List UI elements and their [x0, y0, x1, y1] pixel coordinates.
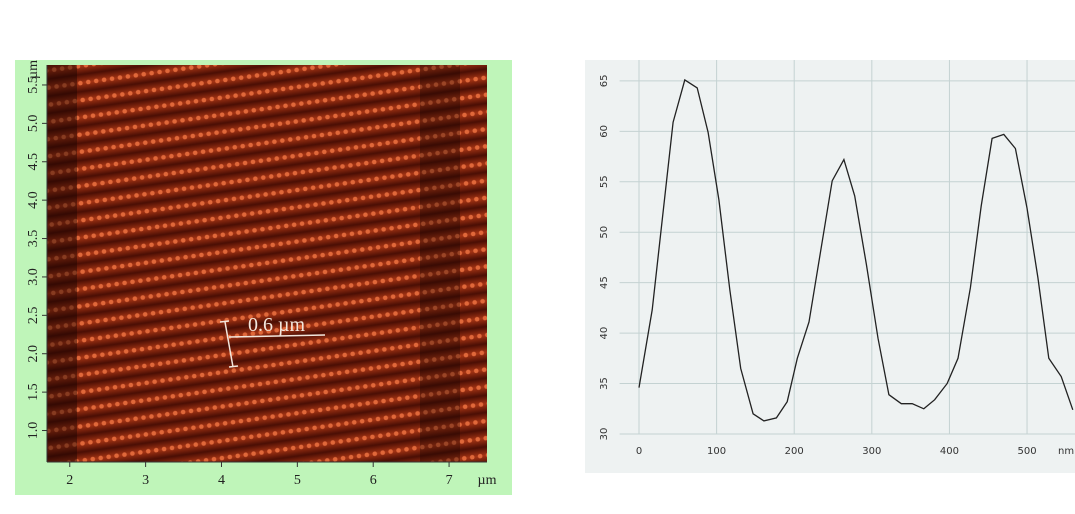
scale-bar — [219, 320, 326, 368]
x-axis-label: nm — [1058, 446, 1074, 457]
x-tick-label: 100 — [707, 446, 726, 457]
y-tick-label: 65 — [599, 75, 610, 88]
y-tick-label: 4.5 — [26, 153, 41, 171]
x-tick-label: 3 — [142, 473, 149, 488]
x-tick-label: 200 — [785, 446, 804, 457]
y-tick-label: 1.0 — [26, 422, 41, 440]
y-tick-label: 1.5 — [26, 383, 41, 401]
x-tick-label: 7 — [446, 473, 453, 488]
x-axis-label: µm — [478, 473, 497, 488]
x-tick-label: 500 — [1017, 446, 1036, 457]
y-tick-label: 35 — [599, 377, 610, 390]
profile-line — [638, 78, 1074, 422]
y-tick-label: 5.0 — [26, 115, 41, 133]
y-tick-label: 40 — [599, 327, 610, 340]
y-tick-label: 5.5 — [26, 76, 41, 94]
x-tick-label: 400 — [940, 446, 959, 457]
x-tick-label: 2 — [66, 473, 73, 488]
y-tick-label: 4.0 — [26, 191, 41, 209]
plot — [619, 60, 1075, 435]
image-shade — [420, 65, 460, 462]
y-axis-label: µm — [26, 60, 41, 79]
x-tick-label: 4 — [218, 473, 225, 488]
image-shade — [47, 65, 77, 462]
y-tick-label: 55 — [599, 175, 610, 188]
y-tick-label: 45 — [599, 276, 610, 289]
y-tick-label: 3.0 — [26, 268, 41, 286]
x-tick-label: 6 — [370, 473, 377, 488]
x-tick-label: 300 — [862, 446, 881, 457]
plot-background — [585, 60, 1075, 473]
y-tick-label: 30 — [599, 428, 610, 441]
y-tick-label: 3.5 — [26, 230, 41, 248]
y-tick-label: 50 — [599, 226, 610, 239]
scale-label: 0.6 µm — [248, 314, 306, 336]
x-tick-label: 5 — [294, 473, 301, 488]
y-tick-label: 2.5 — [26, 307, 41, 325]
y-tick-label: 2.0 — [26, 345, 41, 363]
x-tick-label: 0 — [636, 446, 642, 457]
y-tick-label: 60 — [599, 125, 610, 138]
afm-image — [47, 65, 487, 462]
